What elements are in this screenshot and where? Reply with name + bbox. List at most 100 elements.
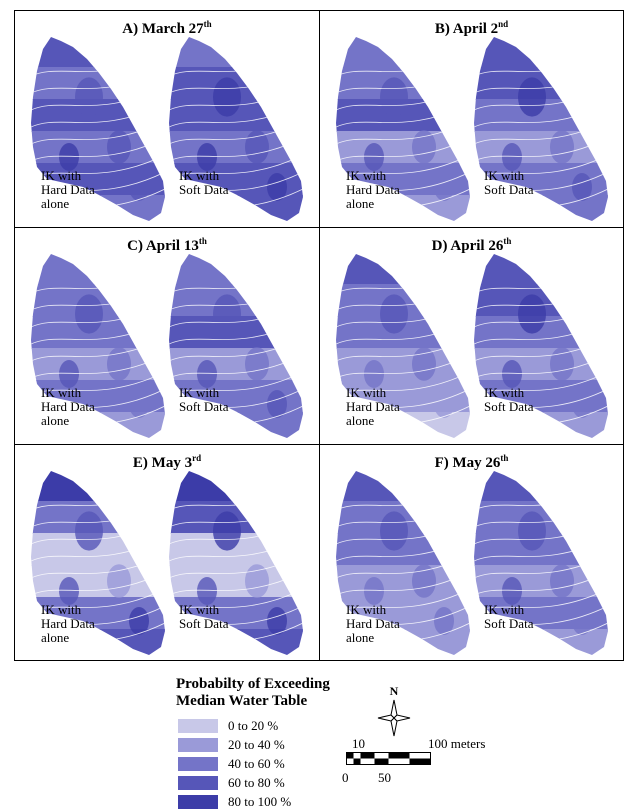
map-graphic: [169, 471, 303, 655]
panel-d: D) April 26th IK with Hard Data alone IK w…: [320, 228, 623, 445]
legend-item: 80 to 100 %: [176, 792, 356, 811]
probability-patch: [267, 607, 287, 635]
probability-map-right: IK with Soft Data: [167, 37, 307, 223]
probability-zone: [31, 348, 165, 381]
probability-zone: [169, 37, 303, 68]
probability-zone: [336, 565, 470, 598]
legend-swatch: [178, 757, 218, 771]
probability-zone: [474, 629, 608, 655]
probability-patch: [434, 173, 454, 201]
probability-patch: [129, 390, 149, 418]
probability-patch: [364, 143, 384, 171]
figure-grid: A) March 27th IK with Hard Data alone IK w…: [14, 10, 624, 661]
probability-zone: [31, 131, 165, 164]
probability-zone: [474, 348, 608, 381]
legend-swatch: [178, 776, 218, 790]
probability-patch: [75, 511, 103, 551]
map-graphic: [169, 254, 303, 438]
map-label-left: IK with Hard Data alone: [346, 385, 400, 428]
probability-patch: [550, 347, 574, 381]
probability-zone: [336, 254, 470, 285]
panel-title-text: C) April 13: [127, 238, 199, 254]
probability-map-left: IK with Hard Data alone: [29, 471, 169, 657]
probability-zone: [169, 131, 303, 164]
probability-zone: [169, 195, 303, 221]
map-label-right: IK with Soft Data: [484, 385, 534, 414]
probability-patch: [412, 347, 436, 381]
probability-patch: [197, 577, 217, 605]
probability-patch: [245, 347, 269, 381]
probability-patch: [550, 130, 574, 164]
probability-patch: [572, 390, 592, 418]
probability-zone: [169, 471, 303, 502]
legend-swatch: [178, 719, 218, 733]
legend-items: 0 to 20 % 20 to 40 % 40 to 60 % 60 to 80 % 8…: [176, 716, 356, 811]
probability-patch: [107, 564, 131, 598]
panel-e: E) May 3rd IK with Hard Data alone IK with…: [15, 445, 320, 660]
probability-zone: [474, 37, 608, 68]
probability-zone: [169, 629, 303, 655]
probability-map-left: IK with Hard Data alone: [334, 254, 474, 440]
probability-patch: [267, 390, 287, 418]
panel-title-superscript: rd: [192, 453, 202, 463]
probability-zone: [31, 471, 165, 502]
probability-patch: [129, 607, 149, 635]
panel-a: A) March 27th IK with Hard Data alone IK w…: [15, 11, 320, 228]
panel-b: B) April 2nd IK with Hard Data alone IK wi…: [320, 11, 623, 228]
panel-title-superscript: th: [203, 19, 212, 29]
north-label: N: [389, 684, 399, 698]
probability-patch: [412, 130, 436, 164]
probability-patch: [59, 577, 79, 605]
probability-patch: [518, 511, 546, 551]
panel-title: D) April 26th: [320, 236, 623, 255]
probability-patch: [75, 77, 103, 117]
panel-title-text: D) April 26: [431, 238, 504, 254]
probability-map-left: IK with Hard Data alone: [29, 37, 169, 223]
probability-patch: [267, 173, 287, 201]
probability-zone: [31, 565, 165, 598]
probability-zone: [169, 412, 303, 438]
probability-patch: [59, 143, 79, 171]
probability-patch: [502, 143, 522, 171]
probability-patch: [572, 173, 592, 201]
probability-patch: [59, 360, 79, 388]
map-label-left: IK with Hard Data alone: [346, 602, 400, 645]
panel-f: F) May 26th IK with Hard Data alone IK wit…: [320, 445, 623, 660]
probability-zone: [31, 37, 165, 68]
map-label-left: IK with Hard Data alone: [41, 385, 95, 428]
map-label-left: IK with Hard Data alone: [41, 602, 95, 645]
probability-patch: [572, 607, 592, 635]
map-label-left: IK with Hard Data alone: [41, 168, 95, 211]
panel-title-text: B) April 2: [434, 21, 499, 37]
legend-title-line2: Median Water Table: [176, 693, 308, 709]
probability-patch: [550, 564, 574, 598]
probability-patch: [213, 511, 241, 551]
probability-patch: [197, 360, 217, 388]
probability-zone: [474, 412, 608, 438]
probability-zone: [336, 37, 470, 68]
probability-patch: [518, 294, 546, 334]
map-label-left: IK with Hard Data alone: [346, 168, 400, 211]
legend-swatch: [178, 795, 218, 809]
probability-patch: [502, 577, 522, 605]
probability-map-right: IK with Soft Data: [167, 471, 307, 657]
probability-patch: [213, 77, 241, 117]
panel-title-text: E) May 3: [132, 455, 193, 471]
map-graphic: [31, 37, 165, 221]
legend-item: 0 to 20 %: [176, 716, 356, 735]
legend-item: 40 to 60 %: [176, 754, 356, 773]
probability-zone: [336, 131, 470, 164]
map-graphic: [474, 37, 608, 221]
legend: Probabilty of Exceeding Median Water Tab…: [176, 676, 356, 811]
scale-top-right: 100 meters: [428, 736, 486, 751]
probability-patch: [107, 130, 131, 164]
probability-zone: [169, 254, 303, 285]
probability-zone: [169, 348, 303, 381]
compass-star-icon: [377, 699, 411, 737]
map-label-right: IK with Soft Data: [484, 602, 534, 631]
probability-zone: [31, 254, 165, 285]
map-graphic: [336, 254, 470, 438]
panel-title: F) May 26th: [320, 453, 623, 472]
map-graphic: [336, 471, 470, 655]
panel-title: A) March 27th: [15, 19, 319, 38]
